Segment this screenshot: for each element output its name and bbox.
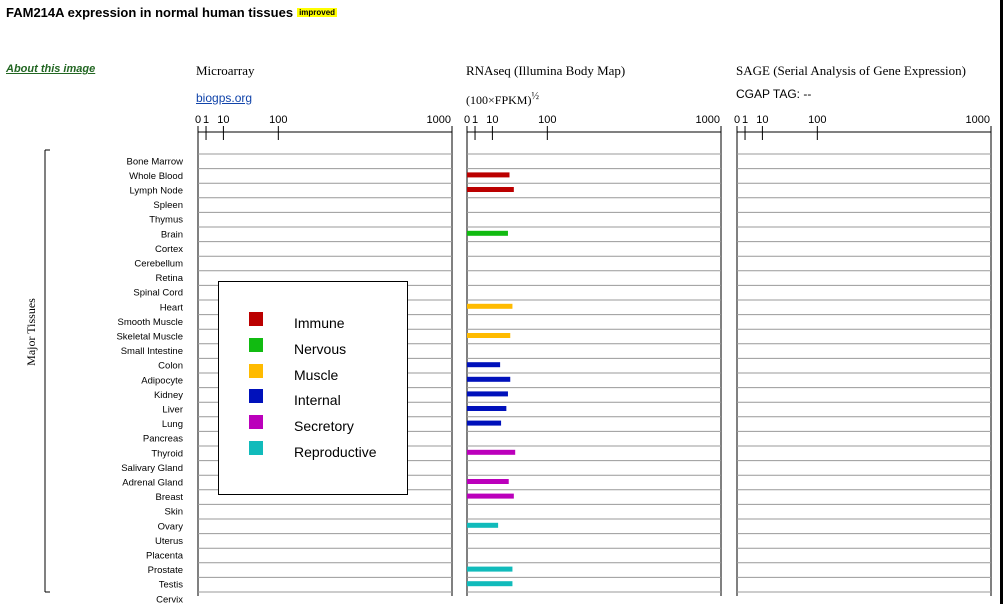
tick-label-2-3: 100: [808, 114, 826, 126]
category-label-12: Skeletal Muscle: [116, 332, 183, 343]
tick-label-1-4: 1000: [696, 114, 720, 126]
category-label-17: Liver: [162, 405, 183, 416]
tick-label-1-0: 0: [464, 114, 470, 126]
category-label-16: Kidney: [154, 390, 183, 401]
rnaseq-title: RNAseq (Illumina Body Map): [466, 63, 626, 78]
page-title: FAM214A expression in normal human tissu…: [6, 5, 338, 20]
bar-1-17: [467, 406, 507, 411]
category-label-27: Placenta: [146, 551, 184, 562]
tick-label-0-1: 1: [203, 114, 209, 126]
tick-label-2-2: 10: [756, 114, 768, 126]
tick-label-0-3: 100: [269, 114, 287, 126]
category-label-18: Lung: [162, 419, 183, 430]
about-this-image-link[interactable]: About this image: [6, 63, 96, 75]
legend-label-muscle: Muscle: [294, 367, 339, 383]
category-label-19: Pancreas: [143, 434, 183, 445]
legend-swatch-immune: [249, 312, 263, 326]
bar-1-20: [467, 449, 516, 455]
legend-swatch-reproductive: [249, 441, 263, 455]
legend-label-internal: Internal: [294, 392, 341, 408]
tick-label-2-1: 1: [742, 114, 748, 126]
legend-swatch-muscle: [249, 364, 263, 378]
biogps-link[interactable]: biogps.org: [196, 91, 253, 105]
tick-label-1-2: 10: [486, 114, 498, 126]
legend-label-nervous: Nervous: [294, 341, 347, 357]
category-label-7: Cerebellum: [134, 259, 183, 270]
category-label-28: Prostate: [148, 565, 183, 576]
category-label-0: Bone Marrow: [127, 156, 184, 167]
category-label-2: Lymph Node: [129, 186, 183, 197]
legend-swatch-secretory: [249, 415, 263, 429]
bar-1-10: [467, 303, 513, 309]
category-label-25: Ovary: [158, 521, 184, 532]
category-label-15: Adipocyte: [141, 375, 183, 386]
category-label-13: Small Intestine: [121, 346, 183, 357]
bar-1-29: [467, 581, 513, 587]
category-label-5: Brain: [161, 229, 183, 240]
legend-label-reproductive: Reproductive: [294, 444, 377, 460]
bar-1-5: [467, 230, 508, 236]
y-axis-label: Major Tissues: [24, 298, 38, 366]
tissue-group-legend: Immune Nervous Muscle Internal Secretory…: [218, 281, 408, 495]
bar-1-25: [467, 522, 499, 528]
bar-1-15: [467, 376, 511, 382]
bar-1-1: [467, 172, 510, 178]
rnaseq-unit: (100×FPKM)½: [466, 91, 539, 108]
category-label-29: Testis: [159, 580, 184, 591]
tick-label-0-2: 10: [217, 114, 229, 126]
tick-label-1-3: 100: [538, 114, 556, 126]
bar-1-2: [467, 187, 514, 192]
bar-1-23: [467, 493, 514, 499]
category-label-20: Thyroid: [151, 448, 183, 459]
category-label-24: Skin: [165, 507, 183, 518]
microarray-title: Microarray: [196, 63, 255, 78]
category-label-6: Cortex: [155, 244, 183, 255]
category-label-14: Colon: [158, 361, 183, 372]
sage-title: SAGE (Serial Analysis of Gene Expression…: [736, 63, 966, 78]
tick-label-1-1: 1: [472, 114, 478, 126]
tick-label-2-0: 0: [734, 114, 740, 126]
bar-1-28: [467, 566, 513, 572]
category-label-1: Whole Blood: [129, 171, 183, 182]
category-label-21: Salivary Gland: [121, 463, 183, 474]
bar-1-12: [467, 333, 511, 338]
right-border-line: [1000, 0, 1003, 604]
category-label-23: Breast: [156, 492, 184, 503]
bar-1-16: [467, 391, 508, 397]
rnaseq-unit-exponent: ½: [531, 91, 539, 102]
bar-1-18: [467, 420, 502, 426]
tick-label-0-4: 1000: [427, 114, 451, 126]
legend-label-secretory: Secretory: [294, 418, 354, 434]
category-label-4: Thymus: [149, 215, 183, 226]
bar-1-14: [467, 362, 501, 368]
tick-label-2-4: 1000: [966, 114, 990, 126]
category-label-9: Spinal Cord: [133, 288, 183, 299]
improved-badge: improved: [297, 8, 338, 17]
category-label-26: Uterus: [155, 536, 183, 547]
page-title-text: FAM214A expression in normal human tissu…: [6, 5, 294, 20]
category-label-22: Adrenal Gland: [122, 478, 183, 489]
bar-1-22: [467, 479, 509, 484]
cgap-tag-label: CGAP TAG: --: [736, 87, 812, 101]
category-label-11: Smooth Muscle: [118, 317, 183, 328]
category-label-30: Cervix: [156, 594, 183, 604]
legend-swatch-nervous: [249, 338, 263, 352]
legend-label-immune: Immune: [294, 315, 345, 331]
category-label-10: Heart: [160, 302, 184, 313]
legend-swatch-internal: [249, 389, 263, 403]
category-label-3: Spleen: [153, 200, 183, 211]
category-label-8: Retina: [156, 273, 184, 284]
tick-label-0-0: 0: [195, 114, 201, 126]
rnaseq-unit-text: (100×FPKM): [466, 93, 532, 107]
